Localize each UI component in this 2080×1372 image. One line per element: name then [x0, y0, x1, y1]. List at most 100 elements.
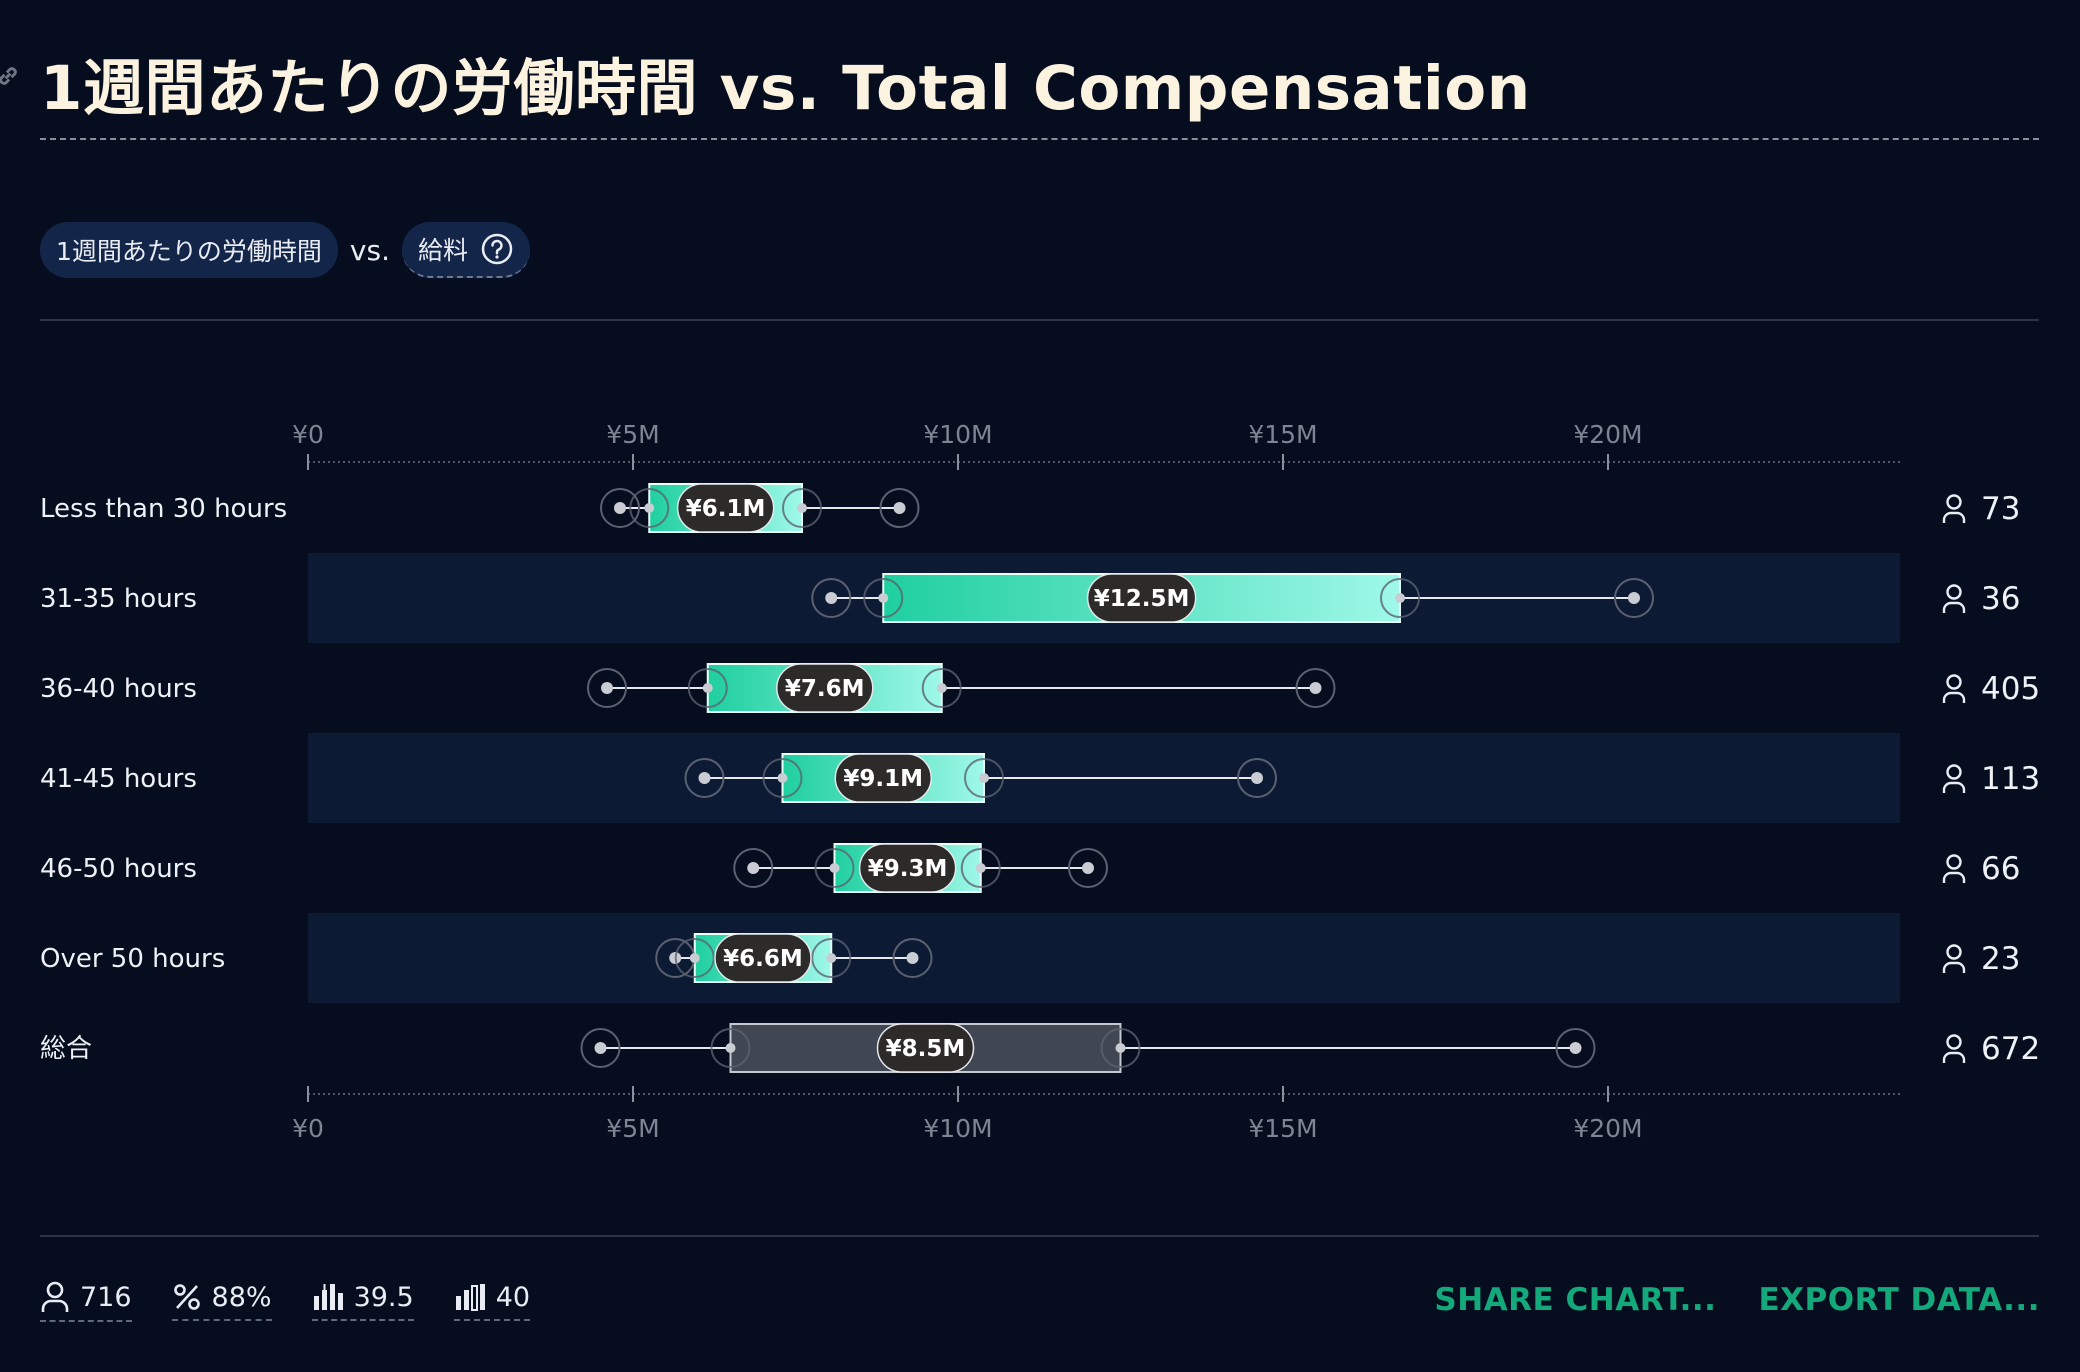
box-row[interactable]: 41-45 hours ¥9.1M 113 [40, 753, 2040, 803]
box-row[interactable]: 総合 ¥8.5M 672 [40, 1023, 2040, 1073]
box-row[interactable]: 46-50 hours ¥9.3M 66 [40, 843, 2020, 893]
percent-stat[interactable]: 88% [171, 1282, 272, 1321]
person-icon-body [1942, 781, 1966, 793]
person-icon-body [1942, 961, 1966, 973]
median-pill [776, 663, 874, 713]
median-pill [676, 483, 775, 533]
max-marker[interactable] [893, 502, 906, 514]
row-count: 23 [1981, 941, 2020, 977]
box-plot-chart: ¥0 ¥5M ¥10M ¥15M ¥20M ¥0 ¥5M ¥10M ¥15M ¥20M Less … [40, 420, 2040, 1143]
top-axis-tick-label: ¥0 [292, 420, 324, 449]
median-value: 39.5 [353, 1281, 414, 1313]
person-icon-head [1946, 764, 1962, 780]
field-selector: 1週間あたりの労働時間 vs. 給料 [40, 222, 530, 278]
median-label: ¥7.6M [785, 676, 865, 702]
top-axis-tick-label: ¥15M [1248, 420, 1317, 449]
min-marker-ring [587, 668, 627, 708]
q3-marker [936, 683, 947, 693]
max-marker-ring [1555, 1028, 1596, 1068]
bottom-axis-tick-label: ¥10M [923, 1114, 992, 1143]
max-marker[interactable] [1628, 592, 1640, 604]
median-pill [1086, 573, 1197, 623]
row-label: 46-50 hours [40, 854, 197, 884]
q1-marker [725, 1043, 736, 1053]
q3-marker [826, 953, 837, 963]
median-pill [858, 843, 957, 893]
person-icon-head [1946, 854, 1962, 870]
min-marker[interactable] [698, 772, 711, 784]
median-pill [714, 933, 812, 983]
row-count: 672 [1981, 1031, 2040, 1067]
q3-marker [979, 773, 989, 783]
row-count: 66 [1981, 851, 2020, 887]
q3-marker-ring [1380, 578, 1420, 618]
q3-marker-ring [811, 938, 852, 978]
max-marker-ring [892, 938, 933, 978]
median-label: ¥9.1M [843, 766, 923, 792]
q3-marker [797, 503, 807, 513]
box-row[interactable]: 31-35 hours ¥12.5M 36 [40, 573, 2020, 623]
min-marker-ring [580, 1028, 621, 1068]
person-icon-head [1946, 944, 1962, 960]
link-icon[interactable] [0, 62, 22, 90]
max-marker[interactable] [1082, 862, 1094, 874]
title-divider [40, 138, 2039, 140]
row-count: 113 [1981, 761, 2040, 797]
person-icon-body [1942, 511, 1966, 523]
row-label: Less than 30 hours [40, 494, 287, 524]
max-marker[interactable] [1569, 1042, 1582, 1054]
max-marker-ring [1295, 668, 1336, 708]
q1-marker [878, 593, 889, 603]
median-label: ¥8.5M [886, 1036, 966, 1062]
row-label: Over 50 hours [40, 944, 225, 974]
median-stat[interactable]: 39.5 [311, 1281, 414, 1321]
person-icon-body [1942, 601, 1966, 613]
min-marker-ring [811, 578, 852, 618]
box-row[interactable]: Less than 30 hours ¥6.1M 73 [40, 483, 2020, 533]
q1-marker [689, 953, 700, 963]
person-icon-head [1946, 1034, 1962, 1050]
max-marker-ring [1614, 578, 1654, 618]
min-marker[interactable] [825, 592, 838, 604]
min-marker[interactable] [601, 682, 613, 694]
box-row[interactable]: Over 50 hours ¥6.6M 23 [40, 933, 2020, 983]
page-title: 1週間あたりの労働時間 vs. Total Compensation [40, 53, 1531, 124]
mean-value: 40 [495, 1281, 531, 1313]
q1-marker [702, 683, 713, 693]
x-field-pill[interactable]: 1週間あたりの労働時間 [40, 222, 338, 278]
q3-marker-ring [1100, 1028, 1141, 1068]
bottom-axis-tick-label: ¥0 [292, 1114, 324, 1143]
median-label: ¥9.3M [868, 856, 948, 882]
export-data-button[interactable]: EXPORT DATA... [1758, 1282, 2040, 1318]
share-chart-button[interactable]: SHARE CHART... [1434, 1282, 1717, 1318]
q3-marker-ring [960, 848, 1001, 888]
min-marker[interactable] [614, 502, 626, 514]
q1-marker-ring [863, 578, 904, 618]
person-icon [1942, 584, 1966, 613]
q3-marker [1395, 593, 1405, 603]
min-marker[interactable] [594, 1042, 607, 1054]
vs-label: vs. [349, 233, 390, 267]
bottom-axis-tick-label: ¥20M [1573, 1114, 1642, 1143]
min-marker[interactable] [747, 862, 760, 874]
q1-marker-ring [629, 488, 670, 528]
max-marker[interactable] [1309, 682, 1322, 694]
respondents-value: 716 [80, 1281, 132, 1313]
min-marker-ring [684, 758, 725, 798]
help-icon[interactable] [480, 232, 514, 266]
person-icon [41, 1281, 69, 1312]
row-count: 405 [1981, 671, 2040, 707]
person-icon [1942, 944, 1966, 973]
y-field-pill[interactable]: 給料 [401, 222, 530, 278]
mean-stat[interactable]: 40 [453, 1281, 531, 1321]
max-marker[interactable] [1251, 772, 1263, 784]
max-marker[interactable] [906, 952, 919, 964]
box-row[interactable]: 36-40 hours ¥7.6M 405 [40, 663, 2040, 713]
q3-marker-ring [921, 668, 962, 708]
respondents-stat[interactable]: 716 [40, 1280, 132, 1322]
median-label: ¥6.1M [686, 496, 766, 522]
q3-marker [1115, 1043, 1126, 1053]
q3-marker [975, 863, 986, 873]
max-marker-ring [1068, 848, 1108, 888]
top-axis-tick-label: ¥5M [606, 420, 659, 449]
